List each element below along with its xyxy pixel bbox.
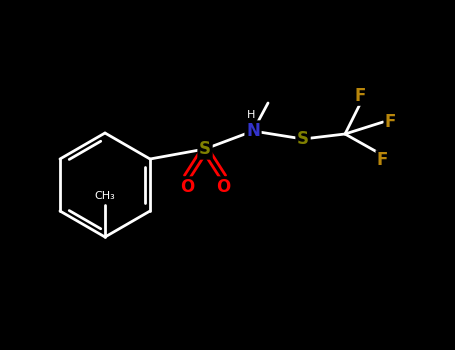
Text: O: O (216, 178, 230, 196)
Text: CH₃: CH₃ (95, 191, 116, 201)
Text: H: H (247, 110, 255, 120)
Text: O: O (180, 178, 194, 196)
Text: F: F (376, 151, 388, 169)
Text: S: S (199, 140, 211, 158)
Text: S: S (297, 130, 309, 148)
Text: F: F (354, 87, 366, 105)
Text: F: F (384, 113, 396, 131)
Text: N: N (246, 122, 260, 140)
